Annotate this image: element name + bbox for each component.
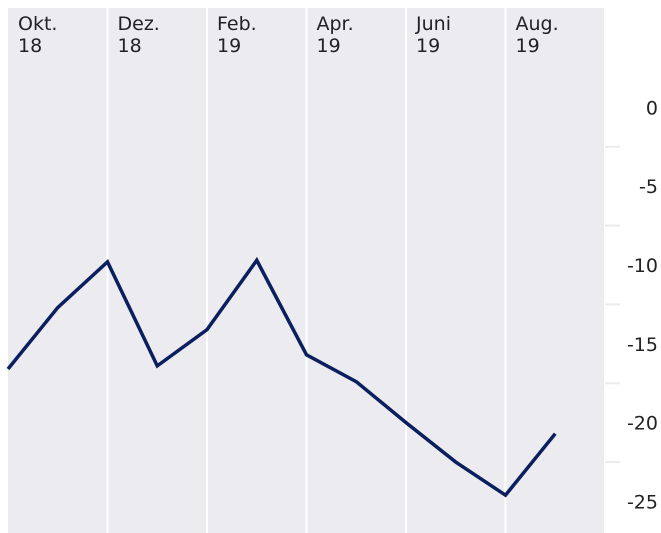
y-tick-label: -25	[627, 491, 658, 513]
y-tick-label: -15	[627, 334, 658, 356]
y-tick-label: -5	[639, 176, 658, 198]
x-tick-label: Juni 19	[415, 13, 451, 57]
data-line	[6, 256, 557, 498]
y-tick-label: -10	[627, 255, 658, 277]
x-tick-label: Okt. 18	[18, 13, 57, 57]
y-tick-label: -20	[627, 413, 658, 435]
y-tick-label: 0	[646, 97, 658, 119]
x-tick-label: Dez. 18	[118, 13, 160, 57]
x-tick-label: Feb. 19	[217, 13, 257, 57]
x-tick-label: Aug. 19	[516, 13, 559, 57]
x-tick-label: Apr. 19	[317, 13, 354, 57]
